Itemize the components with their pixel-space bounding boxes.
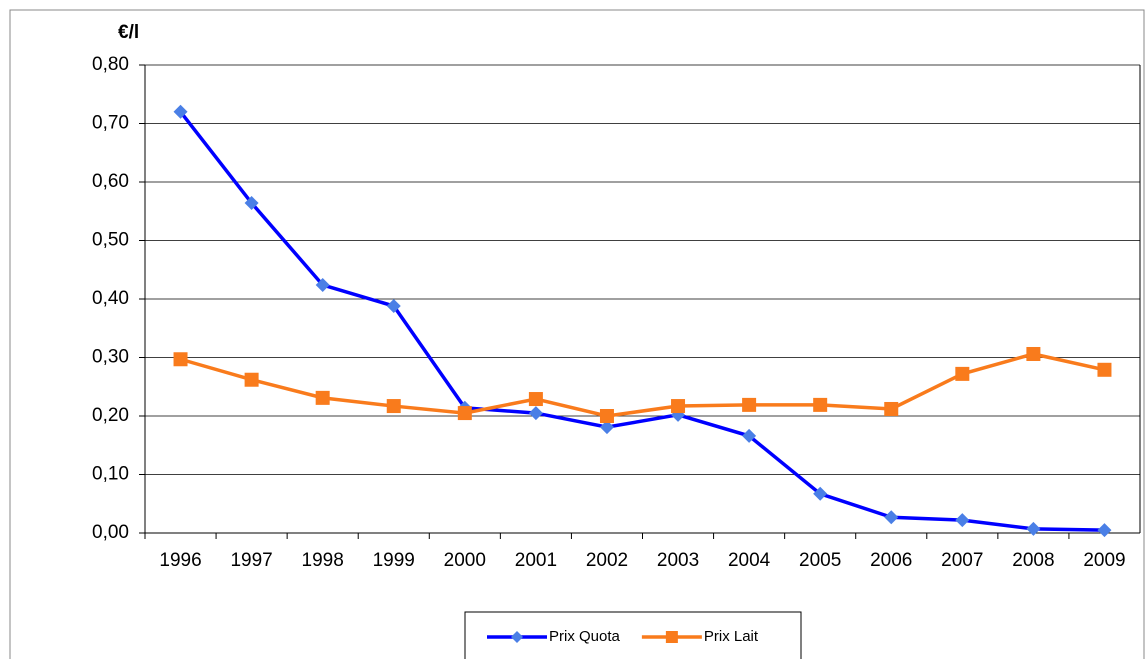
y-tick-label: 0,00	[92, 522, 129, 543]
marker	[955, 366, 970, 381]
marker	[244, 196, 259, 211]
marker	[955, 513, 970, 528]
marker	[386, 299, 401, 314]
legend-label: Prix Lait	[704, 628, 759, 645]
chart-frame	[9, 9, 1145, 664]
marker	[665, 631, 678, 643]
legend-label: Prix Quota	[549, 628, 621, 645]
marker	[1026, 521, 1041, 536]
marker	[244, 372, 259, 387]
x-tick-label: 1996	[159, 550, 201, 571]
marker	[599, 409, 614, 423]
x-tick-label: 1998	[302, 550, 344, 571]
series-line	[179, 110, 1105, 532]
x-tick-label: 2003	[657, 550, 699, 571]
marker	[884, 401, 899, 416]
x-tick-label: 2000	[444, 550, 486, 571]
marker	[671, 399, 686, 414]
x-tick-label: 2001	[515, 550, 557, 571]
x-tick-label: 2009	[1083, 550, 1125, 571]
marker	[386, 399, 401, 414]
marker	[813, 486, 828, 501]
y-tick-label: 0,20	[92, 405, 129, 426]
y-tick-label: 0,10	[92, 464, 129, 485]
marker	[457, 406, 472, 421]
marker	[599, 420, 614, 435]
series-line	[180, 352, 1105, 418]
y-tick-label: 0,60	[92, 171, 129, 192]
y-tick-label: 0,80	[92, 54, 129, 75]
marker	[528, 392, 543, 407]
x-tick-label: 2007	[941, 550, 983, 571]
marker	[511, 631, 523, 643]
x-tick-label: 2008	[1012, 550, 1054, 571]
marker	[1026, 346, 1041, 361]
x-tick-label: 2005	[799, 550, 841, 571]
marker	[1097, 362, 1112, 377]
y-tick-label: 0,50	[92, 230, 129, 251]
marker	[813, 397, 828, 412]
marker	[173, 352, 188, 367]
marker	[528, 406, 543, 421]
marker	[742, 428, 757, 443]
y-tick-label: 0,40	[92, 288, 129, 309]
x-tick-label: 2006	[870, 550, 912, 571]
marker	[884, 510, 899, 525]
marker	[1097, 523, 1112, 538]
x-tick-label: 2004	[728, 550, 771, 571]
marker	[742, 397, 757, 412]
marker	[173, 104, 188, 119]
y-tick-label: 0,30	[92, 347, 129, 368]
x-tick-label: 1997	[230, 550, 272, 571]
x-tick-label: 2002	[586, 550, 628, 571]
y-tick-label: 0,70	[92, 113, 129, 134]
y-axis-label: €/l	[118, 22, 139, 43]
marker	[315, 390, 330, 405]
x-tick-label: 1999	[373, 550, 415, 571]
marker	[315, 277, 330, 292]
